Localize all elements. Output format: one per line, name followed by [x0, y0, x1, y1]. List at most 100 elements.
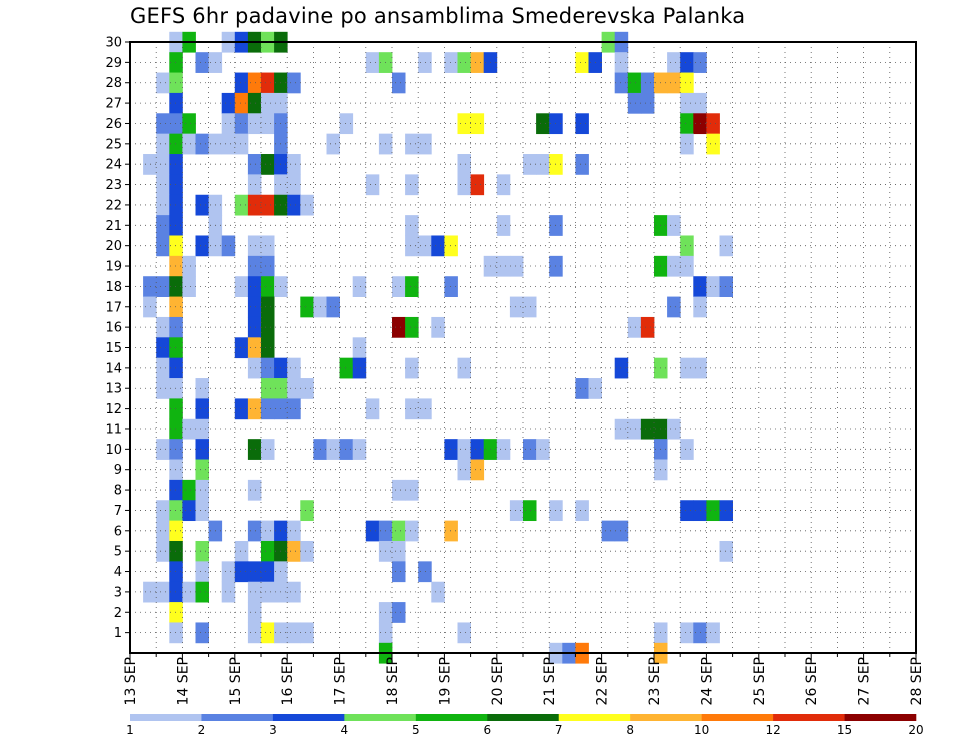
- x-tick-label: 20 SEP: [490, 657, 506, 705]
- heatmap-cell: [156, 316, 170, 338]
- heatmap-cell: [169, 520, 183, 542]
- heatmap-cell: [339, 357, 354, 379]
- heatmap-cell: [247, 276, 262, 297]
- y-tick-label: 18: [105, 280, 122, 295]
- heatmap-cell: [640, 316, 655, 338]
- colorbar-label: 7: [555, 723, 563, 737]
- heatmap-cell: [156, 378, 170, 399]
- heatmap-cell: [405, 398, 419, 420]
- heatmap-cell: [234, 337, 249, 359]
- heatmap-cell: [575, 52, 589, 73]
- heatmap-cell: [523, 154, 537, 175]
- heatmap-cell: [352, 357, 367, 379]
- y-tick-label: 3: [114, 585, 122, 600]
- heatmap-cell: [143, 154, 157, 175]
- heatmap-cell: [405, 215, 419, 236]
- heatmap-cell: [614, 72, 629, 94]
- heatmap-cell: [156, 174, 170, 196]
- heatmap-cell: [706, 276, 720, 297]
- heatmap-cell: [627, 92, 642, 114]
- heatmap-cell: [431, 581, 445, 603]
- heatmap-cell: [195, 235, 209, 257]
- y-tick-label: 10: [105, 443, 122, 458]
- heatmap-cell: [667, 418, 681, 440]
- heatmap-cell: [247, 92, 262, 114]
- y-tick-label: 7: [114, 504, 122, 519]
- x-tick-label: 27 SEP: [857, 657, 873, 705]
- heatmap-cell: [182, 113, 196, 135]
- heatmap-cell: [156, 113, 170, 135]
- heatmap-cell: [247, 561, 262, 583]
- heatmap-cell: [706, 500, 720, 522]
- heatmap-cell: [680, 235, 694, 257]
- heatmap-cell: [640, 418, 655, 440]
- colorbar-swatch: [272, 714, 345, 721]
- x-tick-label: 15 SEP: [228, 657, 244, 705]
- heatmap-cell: [667, 215, 681, 236]
- heatmap-cell: [261, 276, 275, 297]
- heatmap-cell: [523, 439, 537, 460]
- heatmap-cell: [470, 174, 485, 196]
- heatmap-cell: [156, 154, 170, 175]
- heatmap-cell: [523, 500, 537, 522]
- heatmap-cell: [261, 316, 275, 338]
- y-tick-label: 24: [105, 158, 122, 173]
- colorbar-label: 4: [341, 723, 349, 737]
- heatmap-cell: [261, 154, 275, 175]
- heatmap-cell: [195, 194, 209, 216]
- chart-title: GEFS 6hr padavine po ansamblima Smederev…: [130, 4, 746, 28]
- heatmap-cell: [247, 337, 262, 359]
- y-tick-label: 14: [105, 361, 122, 376]
- heatmap-cell: [523, 296, 537, 318]
- heatmap-cell: [287, 581, 301, 603]
- heatmap-cell: [536, 154, 550, 175]
- heatmap-cell: [156, 540, 170, 562]
- heatmap-cell: [680, 255, 694, 277]
- heatmap-cell: [444, 439, 458, 460]
- heatmap-cell: [706, 622, 720, 644]
- heatmap-cell: [287, 154, 301, 175]
- colorbar-swatch: [701, 714, 774, 721]
- y-tick-label: 4: [114, 565, 122, 580]
- heatmap-cell: [392, 72, 406, 94]
- colorbar-swatch: [558, 714, 631, 721]
- heatmap-cell: [221, 561, 236, 583]
- y-tick-label: 11: [105, 422, 122, 437]
- heatmap-cell: [470, 113, 485, 135]
- heatmap-cell: [457, 439, 471, 460]
- heatmap-cell: [300, 296, 314, 318]
- x-tick-label: 26 SEP: [804, 657, 820, 705]
- heatmap-cell: [195, 378, 209, 399]
- heatmap-cell: [247, 194, 262, 216]
- heatmap-cell: [234, 72, 249, 94]
- heatmap-cell: [261, 561, 275, 583]
- heatmap-cell: [247, 357, 262, 379]
- y-tick-label: 23: [105, 178, 122, 193]
- heatmap-cell: [444, 52, 458, 73]
- heatmap-cell: [234, 92, 249, 114]
- heatmap-cell: [300, 622, 314, 644]
- heatmap-cell: [418, 561, 432, 583]
- heatmap-cell: [667, 52, 681, 73]
- heatmap-cell: [261, 581, 275, 603]
- heatmap-cell: [287, 357, 301, 379]
- heatmap-cell: [156, 235, 170, 257]
- heatmap-cell: [339, 113, 354, 135]
- heatmap-cell: [457, 459, 471, 481]
- heatmap-cell: [680, 622, 694, 644]
- y-tick-label: 30: [105, 36, 122, 51]
- heatmap-cell: [182, 255, 196, 277]
- heatmap-cell: [405, 316, 419, 338]
- colorbar-label: 2: [198, 723, 206, 737]
- heatmap-cell: [405, 479, 419, 501]
- heatmap-cell: [234, 398, 249, 420]
- heatmap-cell: [221, 235, 236, 257]
- x-tick-label: 17 SEP: [333, 657, 349, 705]
- heatmap-cell: [261, 398, 275, 420]
- heatmap-cell: [247, 113, 262, 135]
- heatmap-cell: [195, 418, 209, 440]
- heatmap-cell: [575, 500, 589, 522]
- heatmap-cell: [457, 52, 471, 73]
- heatmap-cell: [261, 113, 275, 135]
